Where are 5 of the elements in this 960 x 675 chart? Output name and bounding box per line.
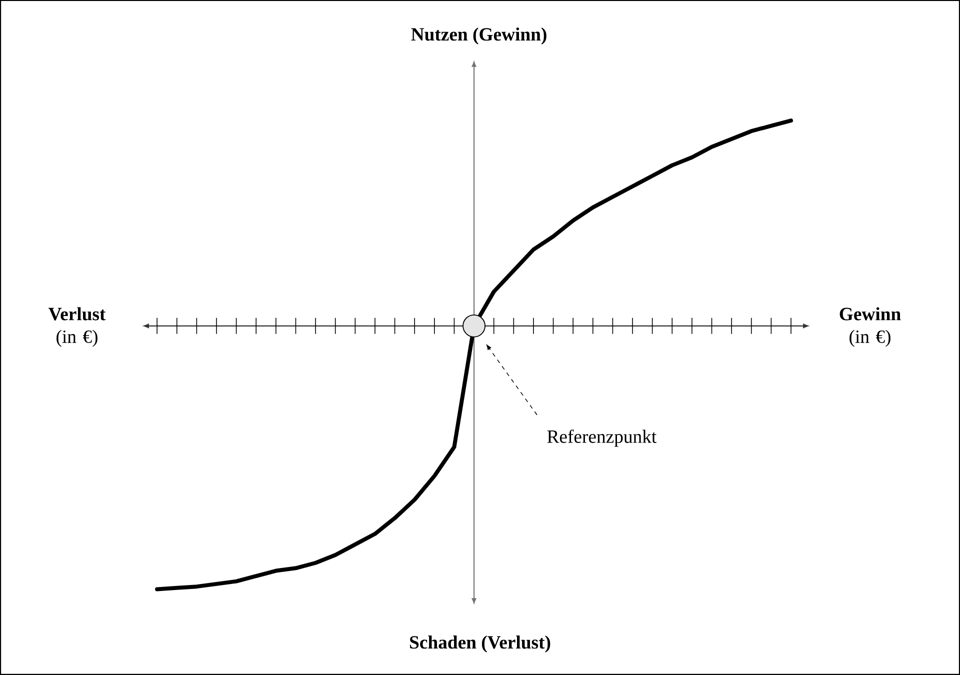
x-axis-title: Gewinn (in €) [840,307,901,347]
annotation: Referenzpunkt [547,430,657,447]
text: Schaden (Verlust) [410,636,550,652]
y-axis-title: Nutzen (Gewinn) [411,28,546,44]
text: Verlust (in €) [48,307,106,347]
